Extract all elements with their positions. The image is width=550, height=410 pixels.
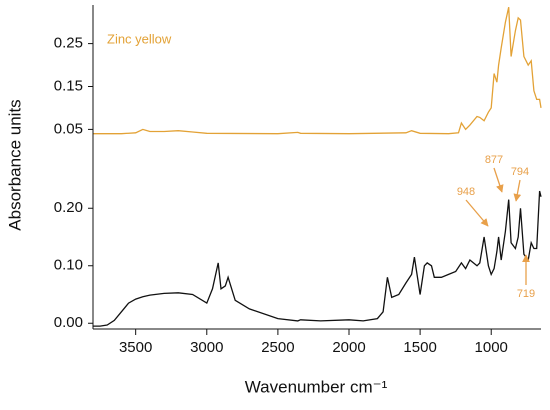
peak-annotation: 877 — [485, 154, 503, 166]
y-tick-label: 0.10 — [54, 257, 83, 274]
y-tick-label: 0.00 — [54, 314, 83, 331]
annotation-arrow — [465, 199, 489, 227]
y-axis-label: Absorbance units — [5, 99, 24, 230]
peak-annotation: 794 — [511, 166, 529, 178]
x-axis-label: Wavenumber cm⁻¹ — [245, 377, 388, 396]
x-tick-label: 1000 — [475, 339, 508, 356]
spectrum-line — [93, 6, 542, 135]
annotation-arrow — [513, 179, 522, 202]
peak-annotation: 719 — [517, 288, 535, 300]
x-tick-label: 3500 — [119, 339, 152, 356]
y-tick-label: 0.15 — [54, 77, 83, 94]
x-tick-label: 1500 — [403, 339, 436, 356]
series-label: Zinc yellow — [107, 31, 172, 46]
annotation-arrow — [493, 167, 504, 193]
peak-annotation: 948 — [457, 186, 475, 198]
x-tick-label: 3000 — [190, 339, 223, 356]
y-tick-label: 0.05 — [54, 120, 83, 137]
x-tick-label: 2000 — [332, 339, 365, 356]
y-tick-label: 0.20 — [54, 199, 83, 216]
x-tick-label: 2500 — [261, 339, 294, 356]
spectrum-line — [93, 190, 542, 327]
y-tick-label: 0.25 — [54, 35, 83, 52]
